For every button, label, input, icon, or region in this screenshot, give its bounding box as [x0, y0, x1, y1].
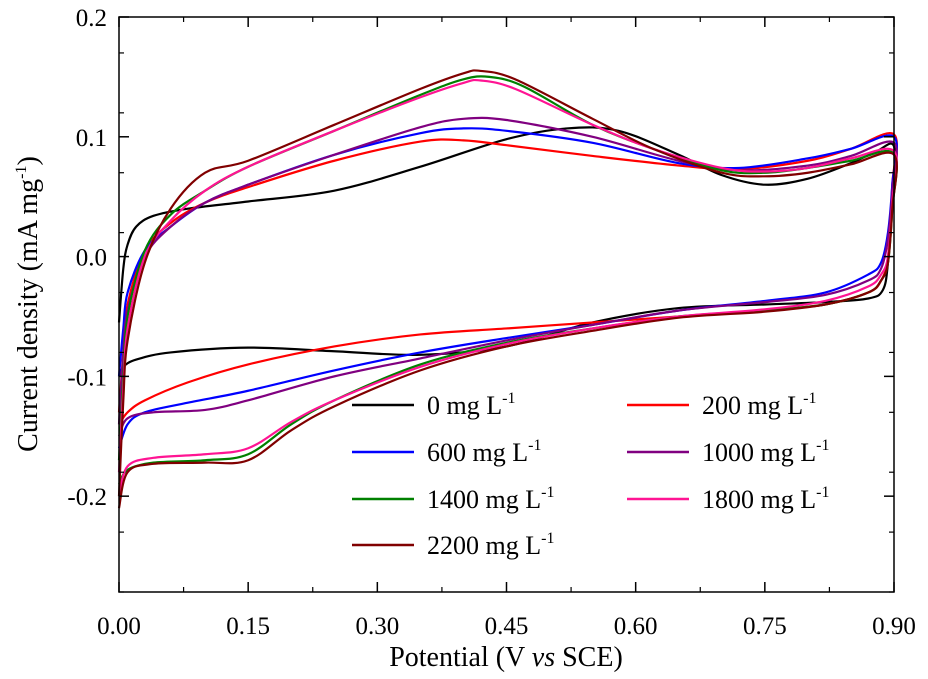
x-tick-label: 0.45 [485, 613, 529, 640]
y-tick-label: 0.1 [76, 125, 107, 152]
y-tick-label: 0.0 [76, 245, 107, 272]
series-line-1400 [117, 75, 898, 485]
x-axis-title: Potential (V vs SCE) [389, 642, 623, 673]
series-line-2200 [117, 69, 898, 509]
x-axis: 0.00 0.15 0.30 0.45 0.60 0.75 0.90 [97, 17, 916, 640]
legend-label-1400: 1400 mg L-1 [427, 484, 554, 514]
x-tick-label: 0.00 [97, 613, 141, 640]
x-tick-label: 0.30 [355, 613, 399, 640]
legend: 0 mg L-1 200 mg L-1 600 mg L-1 1000 mg L-1 1… [352, 390, 829, 560]
x-tick-label: 0.15 [226, 613, 270, 640]
legend-label-0: 0 mg L-1 [427, 390, 515, 420]
legend-label-1000: 1000 mg L-1 [702, 437, 829, 467]
series-line-0 [117, 126, 897, 377]
y-axis-title: Current density (mA mg-1) [13, 156, 44, 452]
y-tick-label: -0.2 [67, 484, 107, 511]
legend-label-1800: 1800 mg L-1 [702, 484, 829, 514]
plot-curves [117, 69, 898, 509]
legend-label-600: 600 mg L-1 [427, 437, 541, 467]
y-tick-label: -0.1 [67, 364, 107, 391]
legend-label-200: 200 mg L-1 [702, 390, 816, 420]
y-tick-label: 0.2 [76, 5, 107, 32]
legend-label-2200: 2200 mg L-1 [427, 530, 554, 560]
x-tick-label: 0.60 [614, 613, 658, 640]
y-axis: -0.2 -0.1 0.0 0.1 0.2 [67, 5, 894, 593]
x-tick-label: 0.75 [743, 613, 787, 640]
series-line-1800 [117, 78, 898, 497]
x-tick-label: 0.90 [872, 613, 916, 640]
